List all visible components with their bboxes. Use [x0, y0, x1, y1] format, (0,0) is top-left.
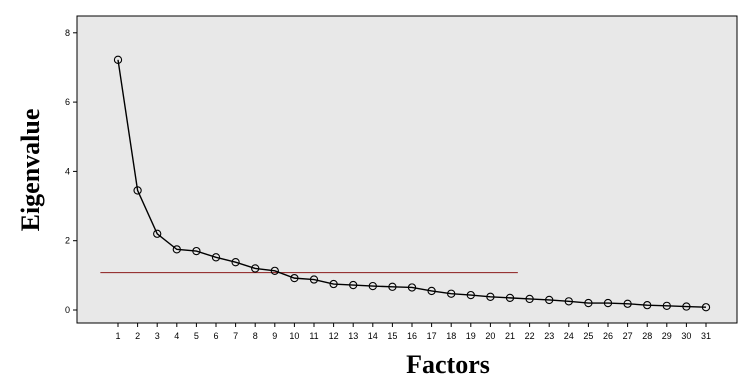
data-point [525, 294, 534, 304]
data-point [388, 282, 397, 291]
x-tick-label: 29 [662, 331, 672, 341]
x-tick-label: 4 [174, 331, 179, 341]
data-point [153, 229, 162, 238]
x-tick-label: 24 [564, 331, 574, 341]
x-tick-label: 25 [583, 331, 593, 341]
x-tick-label: 28 [642, 331, 652, 341]
series-layer [113, 55, 711, 312]
data-point [643, 300, 652, 310]
data-point [623, 299, 632, 308]
x-tick-label: 19 [466, 331, 476, 341]
data-point [447, 289, 456, 298]
x-tick-label: 27 [623, 331, 633, 341]
data-point [427, 286, 436, 296]
y-axis-ticks: 0 2 4 6 8 [65, 28, 77, 315]
y-tick-label: 8 [65, 28, 70, 38]
x-tick-label: 8 [253, 331, 258, 341]
data-point [701, 303, 711, 312]
data-point [133, 186, 142, 195]
data-point [466, 290, 475, 300]
x-tick-label: 7 [233, 331, 238, 341]
x-tick-label: 14 [368, 331, 378, 341]
data-point [486, 292, 495, 301]
x-tick-label: 5 [194, 331, 199, 341]
x-tick-label: 1 [115, 331, 120, 341]
data-point [368, 281, 377, 291]
y-axis-label: Eigenvalue [16, 109, 45, 232]
data-point [231, 258, 240, 267]
data-point [349, 280, 358, 290]
x-tick-label: 3 [155, 331, 160, 341]
data-point [564, 297, 573, 306]
x-tick-label: 26 [603, 331, 613, 341]
data-point [545, 295, 554, 305]
x-tick-label: 10 [289, 331, 299, 341]
data-point [662, 301, 671, 310]
x-tick-label: 6 [213, 331, 218, 341]
x-tick-label: 31 [701, 331, 711, 341]
data-point [270, 266, 279, 275]
x-tick-label: 22 [525, 331, 535, 341]
y-tick-label: 0 [65, 305, 70, 315]
data-point [211, 253, 221, 262]
x-tick-label: 15 [387, 331, 397, 341]
data-point [682, 302, 691, 311]
data-point [584, 298, 593, 308]
x-axis-label: Factors [406, 350, 490, 376]
x-tick-label: 18 [446, 331, 456, 341]
data-point [603, 298, 613, 308]
data-point [329, 279, 338, 289]
series-line [117, 59, 707, 308]
data-point [505, 293, 515, 303]
x-tick-label: 17 [427, 331, 437, 341]
y-tick-label: 2 [65, 236, 70, 246]
data-point [290, 273, 299, 283]
x-tick-label: 12 [329, 331, 339, 341]
data-point [407, 283, 417, 292]
plot-area [76, 15, 738, 324]
data-point [309, 275, 319, 284]
y-tick-label: 6 [65, 97, 70, 107]
x-tick-label: 21 [505, 331, 515, 341]
x-tick-label: 20 [485, 331, 495, 341]
data-point [113, 55, 123, 64]
x-axis-ticks: 1 2 3 4 5 6 7 8 9 10 11 12 13 14 15 16 17 18 19 20 21 22 23 24 2… [115, 323, 711, 341]
x-tick-label: 23 [544, 331, 554, 341]
x-tick-label: 16 [407, 331, 417, 341]
data-point [192, 246, 201, 256]
y-tick-label: 4 [65, 166, 70, 176]
x-tick-label: 30 [681, 331, 691, 341]
x-tick-label: 2 [135, 331, 140, 341]
data-point [172, 245, 181, 254]
x-tick-label: 11 [309, 331, 318, 341]
data-point [251, 264, 260, 273]
x-tick-label: 13 [348, 331, 358, 341]
x-tick-label: 9 [272, 331, 277, 341]
